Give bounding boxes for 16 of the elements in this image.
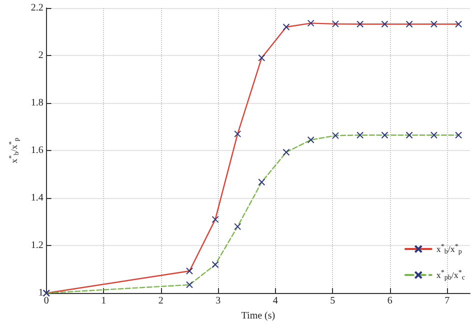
- y-tick-label: 1.6: [30, 145, 44, 156]
- y-tick-label: 1.2: [30, 240, 44, 252]
- x-tick-label: 7: [444, 296, 450, 307]
- x-tick-label: 2: [158, 296, 164, 307]
- x-tick-label: 4: [272, 296, 278, 307]
- x-tick-label: 0: [44, 296, 49, 307]
- y-tick-label: 2: [38, 50, 44, 62]
- y-tick-label: 1.8: [30, 98, 44, 109]
- y-tick-label: 1: [38, 288, 44, 299]
- x-axis-title: Time (s): [241, 310, 276, 322]
- x-tick-label: 1: [101, 296, 106, 307]
- x-tick-label: 3: [216, 296, 221, 307]
- y-tick-label: 2.2: [30, 2, 44, 14]
- x-tick-label: 5: [330, 296, 336, 307]
- x-tick-label: 6: [387, 296, 392, 307]
- y-tick-label: 1.4: [30, 192, 44, 204]
